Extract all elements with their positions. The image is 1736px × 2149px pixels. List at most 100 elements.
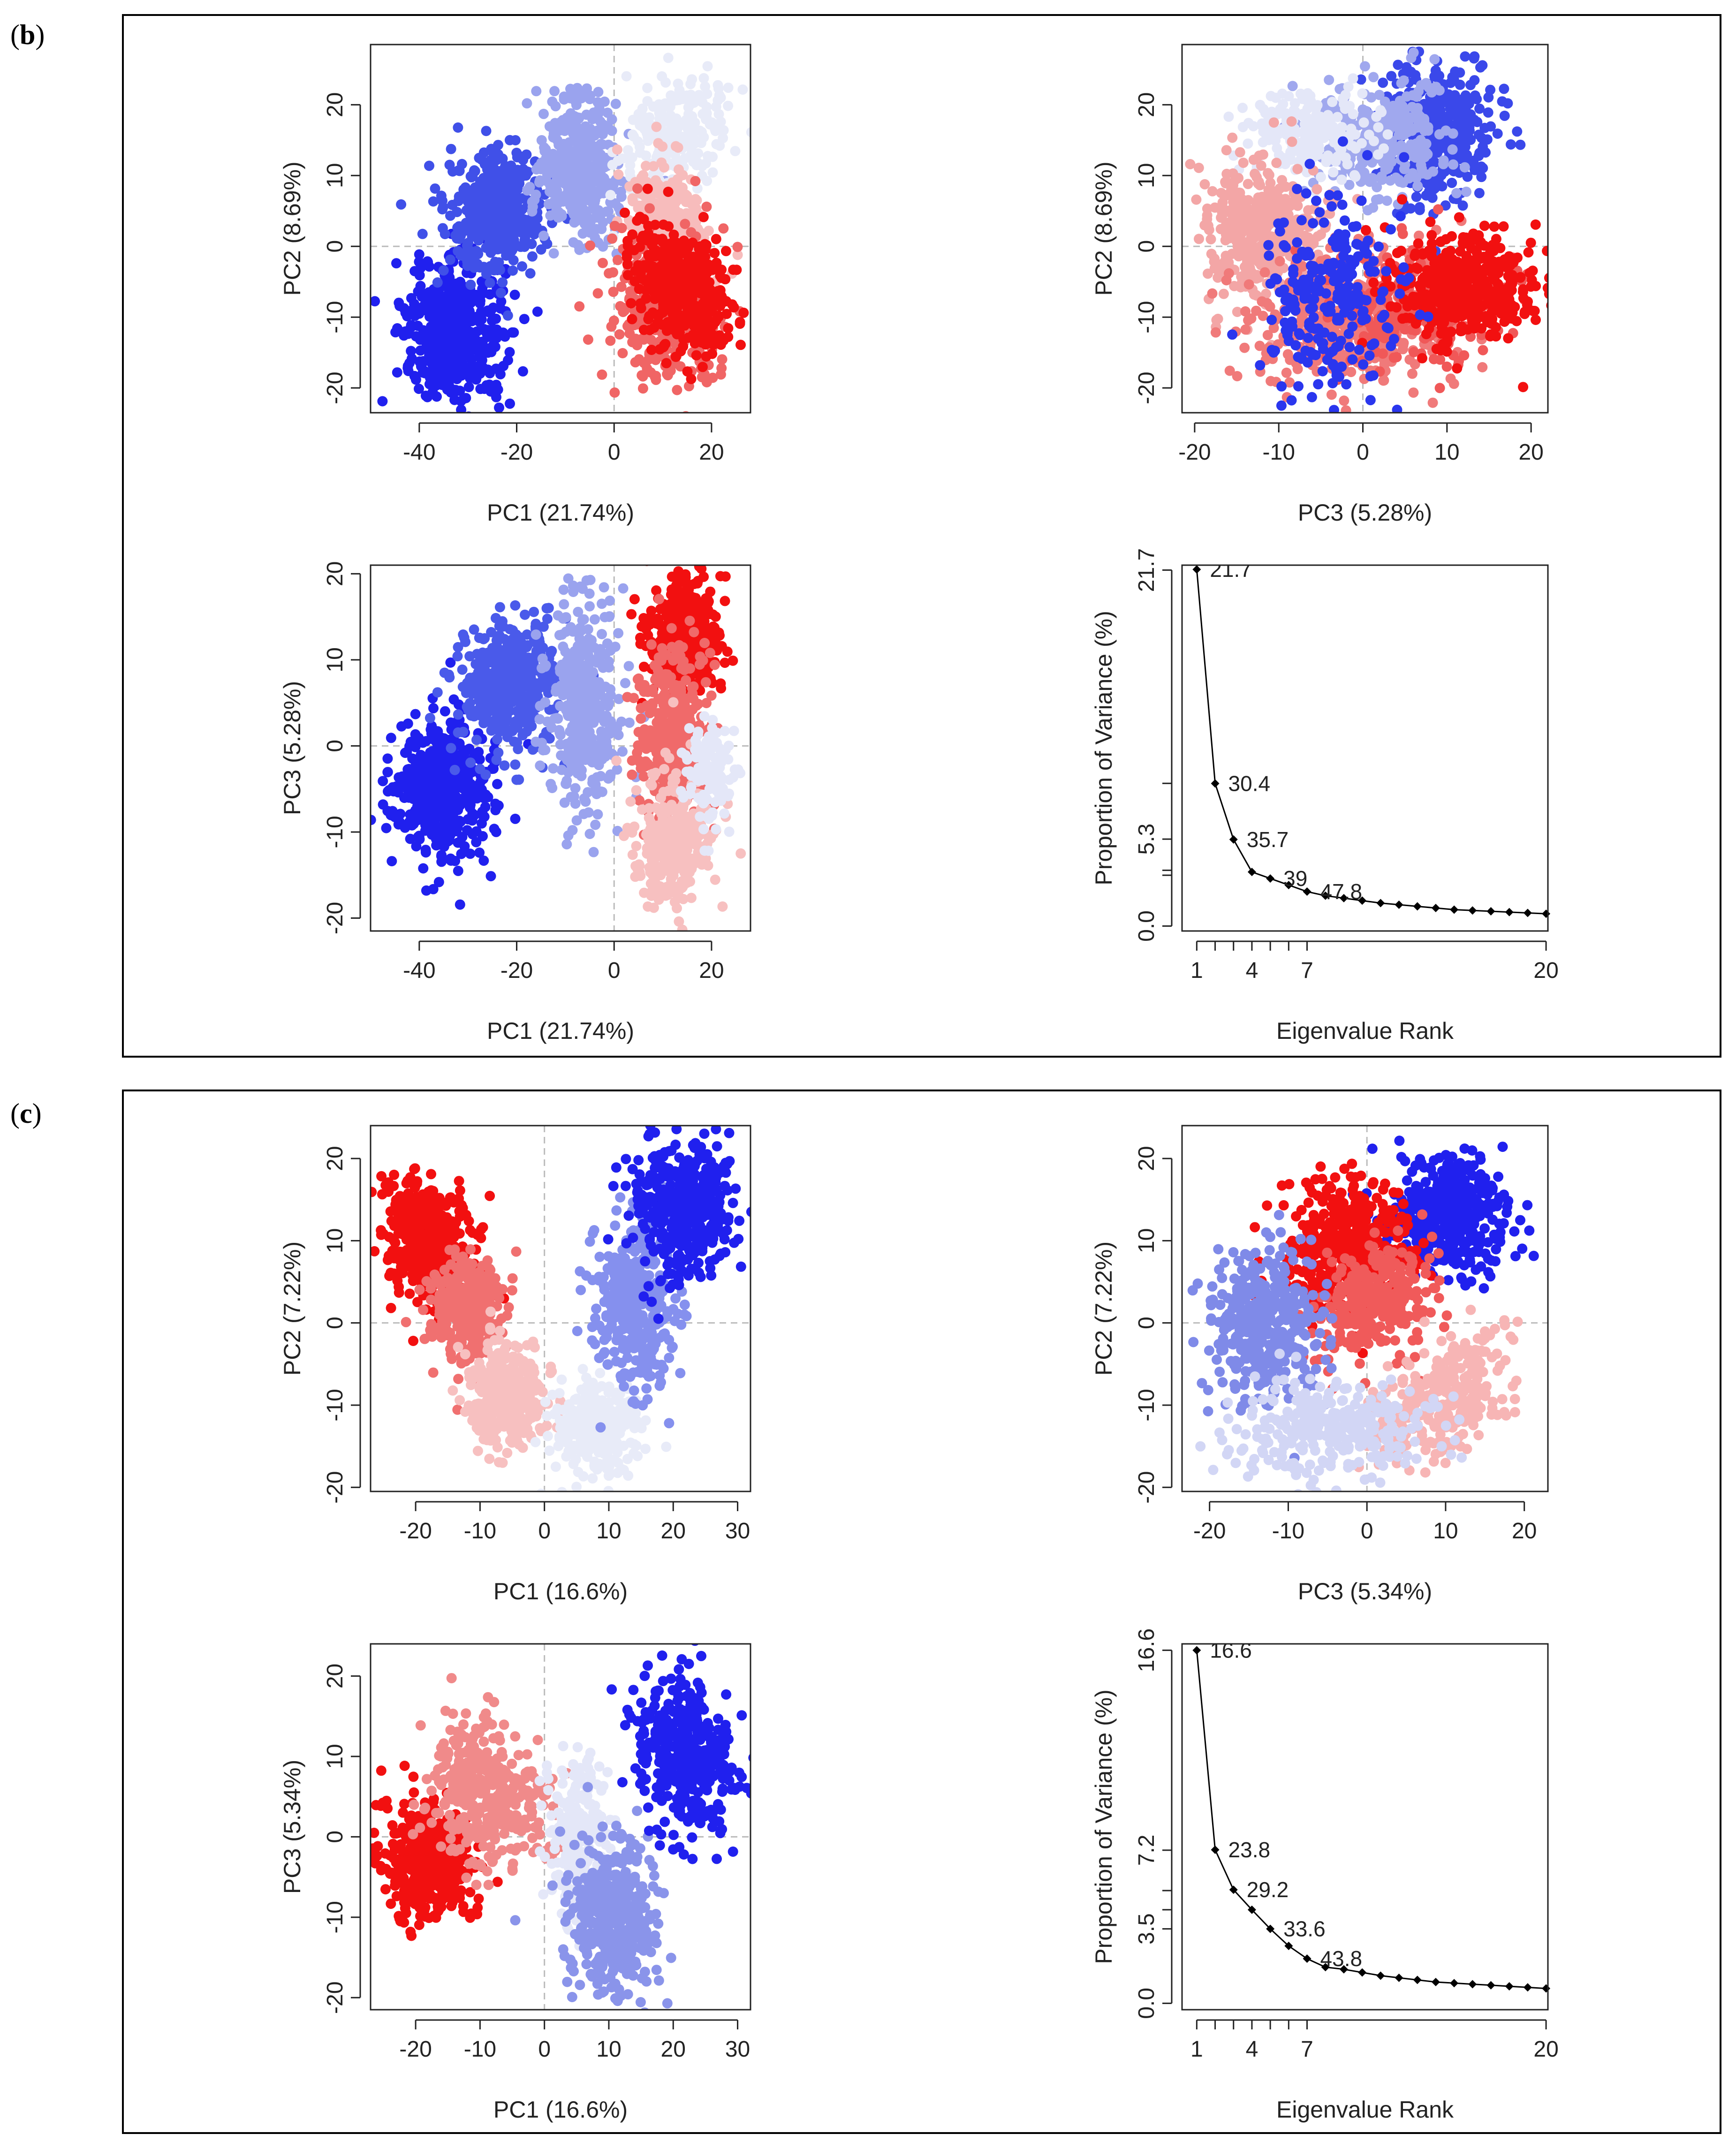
scatter-point — [1236, 279, 1246, 290]
scatter-point — [440, 343, 451, 354]
scatter-point — [571, 130, 582, 141]
scatter-point — [644, 325, 655, 335]
scatter-point — [1267, 196, 1278, 207]
scatter-point — [1519, 306, 1530, 317]
scatter-point — [1397, 129, 1408, 139]
scatter-point — [1499, 110, 1510, 121]
scatter-point — [697, 161, 707, 172]
scatter-point — [1356, 74, 1366, 85]
scatter-point — [486, 347, 497, 357]
scatter-point — [680, 219, 690, 229]
scatter-point — [637, 371, 648, 382]
scatter-point — [639, 232, 650, 242]
scatter-point — [715, 271, 726, 281]
scatter-point — [1205, 234, 1216, 245]
scatter-point — [539, 142, 550, 153]
scatter-point — [1414, 202, 1425, 212]
scatter-point — [670, 322, 681, 333]
scatter-point — [746, 127, 750, 137]
scatter-point — [707, 151, 718, 162]
scatter-point — [525, 268, 536, 279]
scatter-point — [706, 298, 717, 309]
scatter-point — [1422, 149, 1433, 159]
scatter-point — [1350, 143, 1361, 154]
scatter-point — [1265, 301, 1275, 312]
scatter-point — [1530, 219, 1541, 230]
scatter-point — [563, 121, 573, 131]
scatter-point — [651, 121, 662, 132]
scatter-point — [685, 90, 696, 100]
scatter-point — [502, 310, 513, 321]
scatter-point — [453, 122, 463, 133]
scatter-point — [670, 204, 681, 215]
scatter-point — [1411, 138, 1422, 149]
scatter-point — [1297, 261, 1308, 272]
scatter-point — [1427, 397, 1438, 408]
scatter-point — [576, 93, 587, 104]
scatter-point — [656, 157, 667, 168]
scatter-point — [1382, 413, 1393, 424]
scatter-point — [402, 363, 413, 373]
scatter-point — [697, 97, 708, 107]
scatter-point — [1515, 139, 1526, 150]
scatter-point — [1287, 136, 1297, 147]
scatter-point — [1447, 144, 1458, 155]
scatter-point — [652, 179, 663, 189]
scatter-point — [1396, 245, 1407, 256]
panel-frame-c — [122, 1090, 1721, 2134]
scatter-point — [679, 320, 690, 331]
scatter-point — [522, 98, 532, 109]
scatter-point — [1360, 61, 1370, 72]
scatter-point — [1397, 121, 1408, 132]
scatter-point — [1336, 174, 1347, 185]
scatter-point — [1207, 186, 1218, 197]
scatter-point — [1185, 159, 1196, 169]
scatter-point — [627, 314, 637, 325]
scatter-point — [519, 227, 530, 238]
scatter-point — [662, 291, 673, 301]
scatter-point — [1246, 267, 1257, 278]
scatter-point — [672, 302, 683, 312]
scatter-point — [1286, 154, 1296, 165]
scatter-point — [1243, 179, 1253, 189]
scatter-point — [1408, 90, 1418, 101]
scatter-point — [1281, 201, 1292, 212]
scatter-point — [1426, 245, 1437, 256]
scatter-point — [683, 333, 694, 343]
scatter-point — [424, 160, 434, 171]
scatter-point — [1393, 60, 1403, 70]
scatter-point — [1191, 194, 1202, 205]
scatter-point — [414, 249, 425, 260]
scatter-point — [416, 333, 426, 344]
scatter-point — [466, 246, 477, 257]
scatter-point — [674, 193, 684, 203]
scatter-point — [1433, 265, 1443, 275]
scatter-point — [607, 233, 618, 244]
scatter-point — [482, 196, 493, 206]
panel-letter-c: c — [19, 1098, 32, 1129]
scatter-point — [1411, 173, 1422, 183]
scatter-point — [553, 120, 563, 131]
scatter-point — [1274, 208, 1284, 219]
scatter-point — [493, 212, 504, 223]
scatter-point — [1386, 71, 1397, 82]
scatter-point — [444, 293, 455, 303]
scatter-point — [639, 124, 650, 135]
scatter-point — [658, 219, 669, 230]
scatter-point — [1235, 222, 1245, 233]
scatter-point — [721, 296, 732, 307]
scatter-point — [1207, 288, 1218, 299]
scatter-point — [1210, 327, 1221, 338]
scatter-point — [371, 296, 380, 307]
scatter-point — [505, 398, 515, 409]
scatter-point — [1372, 182, 1382, 193]
scatter-point — [474, 363, 485, 373]
scatter-point — [1457, 200, 1468, 211]
scatter-point — [1216, 188, 1227, 198]
scatter-point — [523, 219, 533, 229]
scatter-point — [1274, 150, 1284, 160]
scatter-point — [465, 280, 476, 290]
scatter-point — [1210, 202, 1221, 213]
scatter-point — [593, 205, 604, 216]
scatter-point — [1434, 383, 1445, 393]
